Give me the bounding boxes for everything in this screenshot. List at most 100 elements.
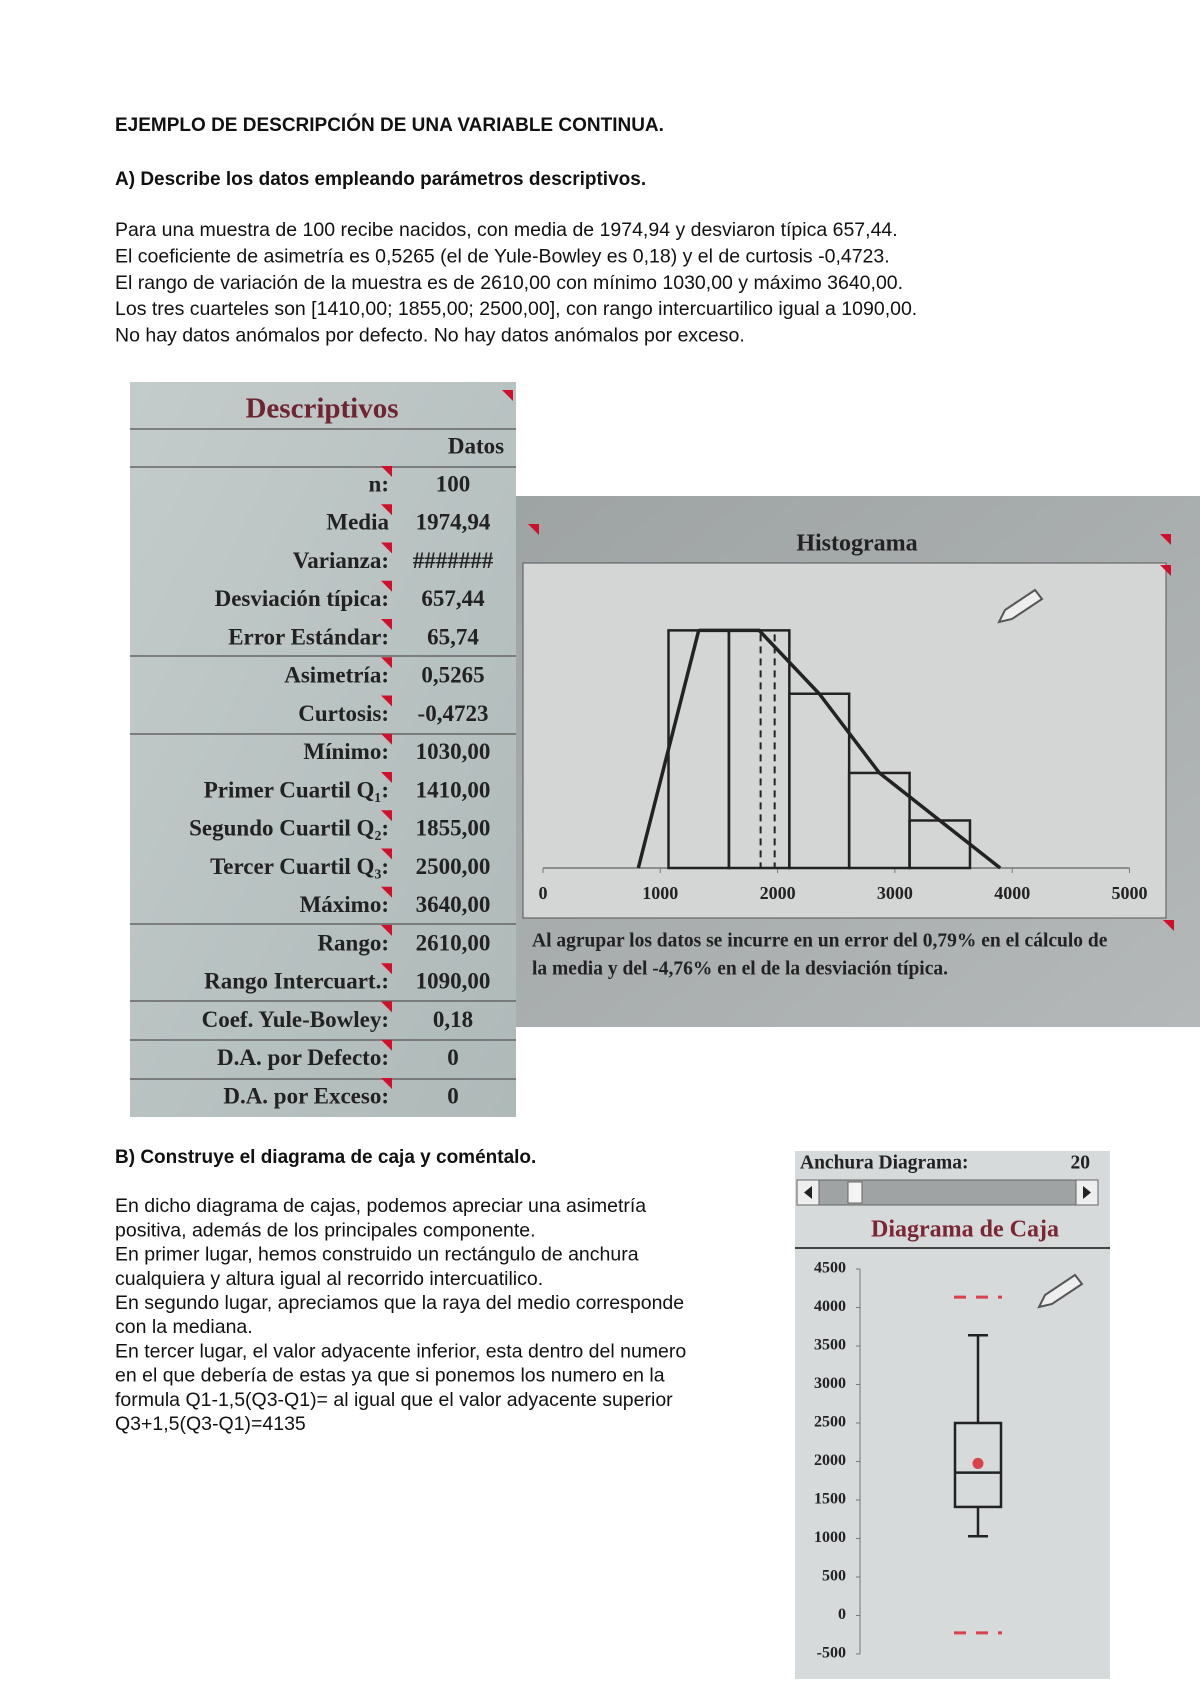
row-label: D.A. por Defecto: [217,1045,389,1070]
row-value: 0,5265 [421,663,484,688]
y-tick-label: 500 [822,1568,846,1585]
paragraph-line: No hay datos anómalos por defecto. No ha… [115,324,745,346]
row-value: 2610,00 [416,930,491,955]
histogram-note: la media y del -4,76% en el de la desvia… [532,958,948,979]
histogram-plot [522,562,1167,919]
comment-marker [1160,565,1171,576]
pencil-icon [1037,1273,1084,1309]
row-label: Asimetría: [284,663,389,688]
row-value: 1410,00 [416,777,491,802]
x-tick-label: 2000 [760,883,796,903]
comment-marker [381,1039,392,1051]
paragraph-line: En segundo lugar, apreciamos que la raya… [115,1292,684,1314]
y-tick-label: 1500 [814,1491,846,1508]
row-label: Tercer Cuartil Q₃: [210,854,389,879]
row-value: 1030,00 [416,739,491,764]
row-label: D.A. por Exceso: [223,1083,389,1108]
paragraph-line: formula Q1-1,5(Q3-Q1)= al igual que el v… [115,1389,673,1411]
paragraph-line: Para una muestra de 100 recibe nacidos, … [115,219,898,241]
comment-marker [381,963,392,975]
comment-marker [528,524,539,535]
row-label: Máximo: [300,892,389,917]
x-tick-label: 4000 [994,883,1030,903]
paragraph-line: en el que debería de estas ya que si pon… [115,1365,665,1387]
comment-marker [1160,534,1171,545]
x-tick-label: 5000 [1112,883,1148,903]
row-label: Mínimo: [303,739,389,764]
y-tick-label: 4000 [814,1298,846,1315]
row-label: Desviación típica: [215,586,389,611]
section-heading: B) Construye el diagrama de caja y comén… [115,1147,536,1168]
row-label: Media [326,510,389,535]
comment-marker [381,886,392,898]
paragraph-line: En dicho diagrama de cajas, podemos apre… [115,1195,646,1217]
frequency-polygon [698,628,941,822]
doc-title: EJEMPLO DE DESCRIPCIÓN DE UNA VARIABLE C… [115,114,664,136]
row-value: 0,18 [433,1007,473,1032]
comment-marker [381,542,392,554]
row-value: 1090,00 [416,969,491,994]
comment-marker [381,925,392,936]
comment-marker [381,772,392,783]
paragraph-line: positiva, además de los principales comp… [115,1219,536,1241]
row-label: Rango Intercuart.: [204,969,389,994]
comment-marker [381,1078,392,1089]
y-tick-label: 4500 [814,1260,846,1277]
row-value: 657,44 [421,586,485,611]
row-label: Segundo Cuartil Q₂: [189,816,389,841]
comment-marker [381,1001,392,1013]
row-value: 0 [447,1045,459,1070]
row-label: Error Estándar: [228,624,389,649]
pencil-icon [997,588,1044,624]
comment-marker [502,390,513,401]
comment-marker [381,657,392,669]
comment-marker [381,695,392,707]
y-tick-label: 3500 [814,1337,846,1354]
y-tick-label: 3000 [814,1375,846,1392]
table-photo [130,382,516,1117]
row-value: 1974,94 [416,510,491,535]
comment-marker [1163,920,1174,931]
paragraph-line: El coeficiente de asimetría es 0,5265 (e… [115,245,890,267]
slider-value: 20 [1071,1152,1091,1173]
row-value: 65,74 [427,624,479,649]
x-tick-label: 3000 [877,883,913,903]
histogram-title: Histograma [796,531,917,557]
row-value: 1855,00 [416,816,491,841]
row-label: Varianza: [293,548,389,573]
section-heading: A) Describe los datos empleando parámetr… [115,169,646,190]
paragraph-line: En tercer lugar, el valor adyacente infe… [115,1340,686,1362]
row-value: 3640,00 [416,892,491,917]
slider[interactable] [796,1179,1099,1206]
comment-marker [381,619,392,630]
histogram-note: Al agrupar los datos se incurre en un er… [532,930,1108,951]
y-tick-label: 1000 [814,1529,846,1546]
row-value: 100 [436,471,471,496]
paragraph-line: En primer lugar, hemos construido un rec… [115,1244,639,1266]
y-tick-label: 2500 [814,1414,846,1431]
column-header: Datos [448,433,504,458]
row-value: 2500,00 [416,854,491,879]
row-value: -0,4723 [418,701,489,726]
box [953,1421,1003,1509]
comment-marker [381,848,392,860]
row-label: Curtosis: [298,701,389,726]
row-label: n: [369,471,389,496]
table-title: Descriptivos [245,393,398,425]
arrow-left [804,1186,812,1199]
arrow-right [1083,1186,1091,1199]
paragraph-line: Los tres cuarteles son [1410,00; 1855,00… [115,298,917,320]
row-value: ####### [413,548,494,573]
boxplot-photo [795,1151,1110,1679]
paragraph-line: con la mediana. [115,1316,253,1338]
mean-point [972,1457,984,1469]
comment-marker [381,810,392,822]
comment-marker [381,504,392,516]
paragraph-line: El rango de variación de la muestra es d… [115,272,903,294]
row-value: 0 [447,1083,459,1108]
polygon-end [636,629,1002,870]
slider-thumb[interactable] [847,1181,863,1204]
y-tick-label: 0 [838,1606,846,1623]
row-label: Coef. Yule-Bowley: [202,1007,389,1032]
